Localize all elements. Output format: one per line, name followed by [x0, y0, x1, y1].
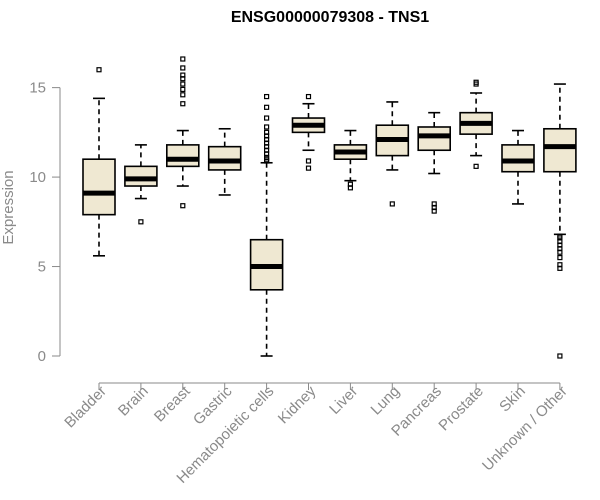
- x-tick-label: Breast: [151, 382, 194, 425]
- outlier-point: [305, 165, 312, 171]
- x-tick-label: Skin: [496, 383, 529, 416]
- x-tick-label: Prostate: [435, 383, 487, 435]
- x-tick-label: Liver: [326, 383, 361, 418]
- outlier-point: [180, 92, 186, 98]
- box-prostate: [459, 79, 493, 169]
- y-tick-label: 10: [29, 169, 46, 186]
- x-tick-label: Lung: [368, 383, 404, 419]
- outlier-point: [180, 86, 186, 93]
- y-tick-label: 15: [29, 80, 46, 97]
- outlier-point: [557, 262, 563, 268]
- y-tick-label: 0: [38, 348, 46, 365]
- y-tick-label: 5: [38, 259, 46, 276]
- box-rect: [82, 158, 116, 216]
- box-rect: [166, 144, 200, 168]
- outlier-point: [473, 163, 479, 169]
- outlier-point: [180, 203, 186, 209]
- outlier-point: [389, 201, 395, 207]
- outlier-point: [264, 115, 270, 121]
- x-tick-label: Brain: [115, 383, 152, 420]
- outlier-point: [557, 233, 563, 239]
- outlier-point: [180, 72, 186, 78]
- box-bladder: [82, 67, 116, 257]
- box-unknown-other: [543, 83, 577, 359]
- chart-title: ENSG00000079308 - TNS1: [231, 9, 429, 26]
- outlier-point: [180, 56, 186, 62]
- x-tick-label: Kidney: [275, 382, 320, 427]
- box-hematopoietic-cells: [249, 93, 284, 357]
- outlier-point: [264, 104, 270, 110]
- outlier-point: [347, 181, 353, 187]
- outlier-point: [431, 201, 437, 207]
- box-rect: [501, 144, 535, 173]
- outlier-point: [264, 129, 270, 135]
- outlier-point: [264, 124, 270, 130]
- y-axis: 0 5 10 15: [29, 80, 61, 365]
- box-rect: [124, 165, 158, 187]
- box-rect: [543, 127, 577, 173]
- y-axis-title: Expression: [0, 170, 17, 244]
- box-pancreas: [417, 111, 452, 214]
- outlier-point: [557, 254, 563, 261]
- box-rect: [207, 145, 242, 171]
- outlier-point: [305, 93, 312, 100]
- box-breast: [166, 56, 200, 209]
- box-skin: [501, 129, 535, 205]
- boxes-group: [82, 56, 577, 359]
- box-lung: [375, 101, 410, 207]
- outlier-point: [264, 93, 270, 100]
- outlier-point: [138, 219, 144, 225]
- outlier-point: [96, 67, 102, 73]
- outlier-point: [180, 101, 186, 107]
- box-gastric: [207, 127, 242, 196]
- outlier-point: [305, 158, 312, 164]
- outlier-point: [180, 65, 186, 71]
- x-tick-label: Bladder: [61, 383, 110, 432]
- outlier-point: [180, 81, 186, 87]
- outlier-point: [473, 79, 479, 85]
- outlier-point: [557, 353, 563, 359]
- box-kidney: [291, 93, 326, 171]
- box-liver: [333, 129, 368, 191]
- box-brain: [124, 144, 158, 225]
- box-rect: [417, 126, 452, 152]
